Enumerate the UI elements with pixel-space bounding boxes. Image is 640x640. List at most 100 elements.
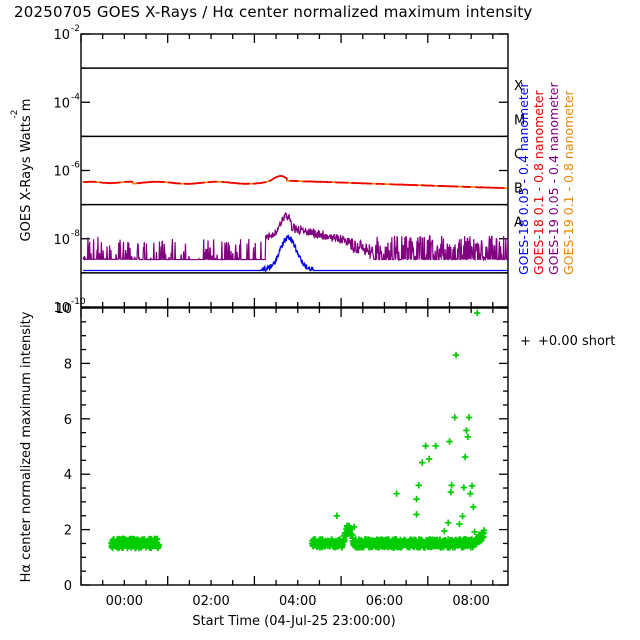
scatter-point: [155, 541, 162, 548]
top-panel-class-labels: X M C B A: [514, 79, 525, 231]
series-halpha-scatter: [108, 309, 488, 552]
scatter-point: [464, 433, 471, 440]
top-panel-gridlines: [81, 67, 508, 274]
svg-text:10: 10: [53, 96, 70, 111]
svg-text:-4: -4: [71, 92, 80, 102]
scatter-point: [109, 537, 116, 544]
top-panel-ytick-labels: 10-210-410-610-810-10: [53, 24, 86, 316]
svg-text:-8: -8: [71, 229, 80, 239]
ytick-label: 10 -2: [53, 24, 80, 43]
scatter-point: [127, 544, 135, 551]
xtick-label: 02:00: [192, 594, 229, 609]
scatter-point: [432, 442, 439, 450]
xtick-label: 08:00: [452, 594, 489, 609]
scatter-point: [415, 482, 422, 489]
legend-entry-goes: GOES-19 0.1 - 0.8 nanometer: [561, 89, 576, 275]
scatter-point: [110, 536, 117, 543]
xray-class-label: X: [514, 79, 523, 94]
svg-text:-2: -2: [71, 24, 80, 34]
scatter-point: [341, 536, 348, 543]
scatter-point: [419, 459, 426, 466]
scatter-point: [119, 544, 127, 551]
ytick-label: 6: [64, 413, 72, 428]
xaxis-ticks: [80, 34, 494, 585]
scatter-point: [478, 537, 485, 544]
scatter-point: [147, 540, 154, 547]
bottom-panel-legend: + +0.00 short: [520, 334, 615, 349]
scatter-point: [398, 543, 406, 550]
top-panel-ylabel: GOES X-Rays Watts m: [19, 99, 34, 242]
scatter-point: [388, 538, 395, 546]
scatter-point: [471, 528, 478, 535]
scatter-point: [460, 484, 467, 491]
scatter-point: [397, 536, 404, 544]
ytick-label: 10 -4: [53, 92, 80, 111]
scatter-point: [448, 482, 455, 489]
bottom-panel-ylabel: Hα center normalized maximum intensity: [19, 311, 34, 582]
ytick-label: 10 -8: [53, 229, 80, 248]
scatter-point: [425, 455, 433, 463]
bottom-panel-ticks: [81, 307, 508, 586]
scatter-point: [441, 527, 448, 535]
scatter-point: [422, 442, 429, 450]
xtick-label: 06:00: [366, 594, 403, 609]
scatter-point: [343, 530, 350, 537]
scatter-point: [393, 490, 400, 497]
scatter-point: [468, 482, 476, 489]
scatter-point: [333, 512, 340, 519]
scatter-point: [127, 540, 134, 547]
legend-marker: +: [520, 334, 531, 349]
legend-entry-halpha: +0.00 short: [538, 334, 615, 349]
top-panel-data: [82, 174, 508, 274]
top-panel-ylabel-exponent: -2: [10, 110, 20, 119]
scatter-point: [147, 544, 155, 551]
scatter-point: [463, 427, 470, 434]
series-goes18-short: [83, 233, 508, 274]
scatter-point: [451, 414, 458, 421]
page-title: 20250705 GOES X-Rays / Hα center normali…: [14, 3, 533, 21]
series-goes19-short: [82, 212, 508, 262]
scatter-point: [447, 489, 454, 496]
scatter-point: [417, 543, 424, 550]
ytick-label: 10 -6: [53, 161, 80, 180]
xray-class-label: A: [514, 216, 523, 231]
ytick-label: 4: [64, 468, 72, 483]
scatter-point: [446, 438, 453, 445]
scatter-point: [451, 544, 459, 551]
scatter-point: [154, 535, 161, 543]
scatter-point: [413, 495, 420, 503]
scatter-point: [467, 490, 474, 497]
scatter-point: [153, 539, 160, 546]
scatter-point: [480, 533, 487, 541]
scatter-point: [465, 414, 473, 421]
legend-entry-goes: GOES-18 0.1 - 0.8 nanometer: [531, 89, 546, 275]
series-goes18-long: [82, 174, 508, 190]
svg-text:10: 10: [53, 28, 70, 43]
top-panel-ticks: [81, 33, 508, 308]
xtick-label: 04:00: [279, 594, 316, 609]
ytick-label: 10: [55, 302, 72, 317]
scatter-point: [439, 542, 446, 549]
scatter-point: [345, 524, 352, 531]
xray-class-label: M: [514, 113, 525, 128]
xray-class-label: C: [514, 147, 523, 162]
svg-text:10: 10: [53, 301, 70, 316]
ytick-label: 0: [64, 579, 72, 594]
ytick-label: 8: [64, 357, 72, 372]
xaxis-tick-labels: 00:00 02:00 04:00 06:00 08:00: [106, 594, 490, 609]
bottom-panel: 0 2 4 6 8 10 Hα center normalized maximum int…: [19, 302, 509, 594]
scatter-point: [474, 309, 481, 317]
svg-text:10: 10: [53, 165, 70, 180]
scatter-point: [470, 503, 477, 511]
scatter-point: [480, 527, 488, 534]
svg-text:-10: -10: [71, 297, 86, 307]
svg-text:10: 10: [53, 233, 70, 248]
scatter-point: [358, 537, 365, 544]
scatter-point: [350, 523, 358, 530]
scatter-point: [459, 513, 466, 520]
xaxis-label: Start Time (04-Jul-25 23:00:00): [192, 614, 395, 629]
bottom-panel-ytick-labels: 0 2 4 6 8 10: [55, 302, 72, 594]
legend-entry-goes: GOES-19 0.05 - 0.4 nanometer: [546, 82, 561, 276]
